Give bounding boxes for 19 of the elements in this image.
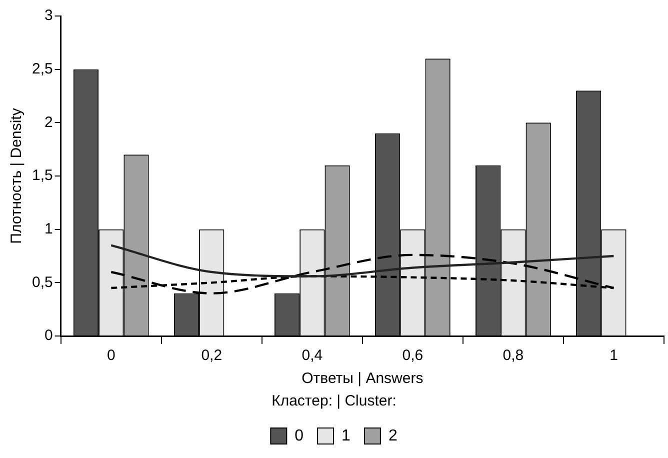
x-tick-label: 1 (610, 347, 618, 364)
y-tick-label: 0,5 (32, 274, 53, 291)
legend-label: 2 (388, 427, 398, 444)
y-tick-label: 3 (44, 7, 53, 24)
y-tick-label: 1,5 (32, 167, 53, 184)
legend-title: Кластер: | Cluster: (272, 392, 396, 410)
y-tick-label: 0 (44, 327, 53, 344)
y-tick-label: 2 (44, 114, 53, 131)
x-axis-title: Ответы | Answers (302, 370, 424, 388)
x-tick-label: 0,6 (402, 347, 424, 364)
y-tick-label: 1 (44, 220, 53, 238)
y-axis-title: Плотность | Density (8, 108, 26, 244)
x-tick-label: 0 (106, 347, 116, 364)
legend-label: 0 (294, 427, 304, 444)
y-tick-label: 2,5 (32, 60, 53, 78)
x-tick-label: 0,4 (302, 347, 323, 364)
x-tick-label: 0,8 (502, 347, 524, 364)
legend-label: 1 (342, 427, 351, 444)
x-tick-label: 0,2 (201, 347, 222, 364)
